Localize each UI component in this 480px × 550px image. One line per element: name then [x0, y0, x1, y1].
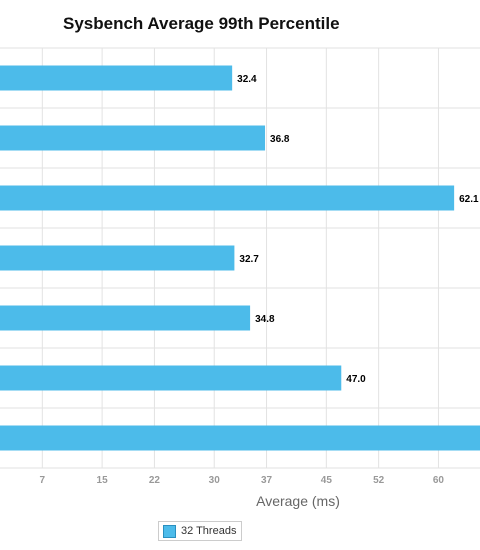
x-tick-label: 45: [321, 475, 333, 486]
x-tick-label: 37: [261, 475, 273, 486]
x-tick-label: 52: [373, 475, 385, 486]
x-tick-label: 15: [97, 475, 109, 486]
x-axis-label: Average (ms): [256, 493, 340, 509]
bar[interactable]: [0, 125, 266, 151]
bars: [0, 65, 480, 451]
x-tick-label: 30: [209, 475, 221, 486]
x-tick-label: 22: [149, 475, 161, 486]
x-tick-label: 60: [433, 475, 445, 486]
bar-value-label: 62.1: [459, 194, 479, 205]
bar-value-label: 32.7: [239, 254, 259, 265]
bar[interactable]: [0, 65, 233, 91]
x-tick-label: 7: [40, 475, 46, 486]
x-axis-ticks: 7 15 22 30 37 45 52 60: [40, 475, 445, 486]
bar-value-label: 34.8: [255, 314, 275, 325]
bar[interactable]: [0, 185, 455, 211]
bar-value-labels: 32.4 36.8 62.1 32.7 34.8 47.0: [237, 74, 479, 385]
chart-title: Sysbench Average 99th Percentile: [63, 14, 340, 33]
bar-value-label: 47.0: [346, 374, 366, 385]
legend[interactable]: 32 Threads: [158, 521, 243, 541]
bar[interactable]: [0, 425, 480, 451]
legend-swatch: [163, 524, 176, 538]
bar[interactable]: [0, 365, 342, 391]
bar[interactable]: [0, 245, 235, 271]
bar-value-label: 36.8: [270, 134, 290, 145]
legend-label: 32 Threads: [181, 525, 237, 537]
bar-value-label: 32.4: [237, 74, 257, 85]
bar[interactable]: [0, 305, 251, 331]
